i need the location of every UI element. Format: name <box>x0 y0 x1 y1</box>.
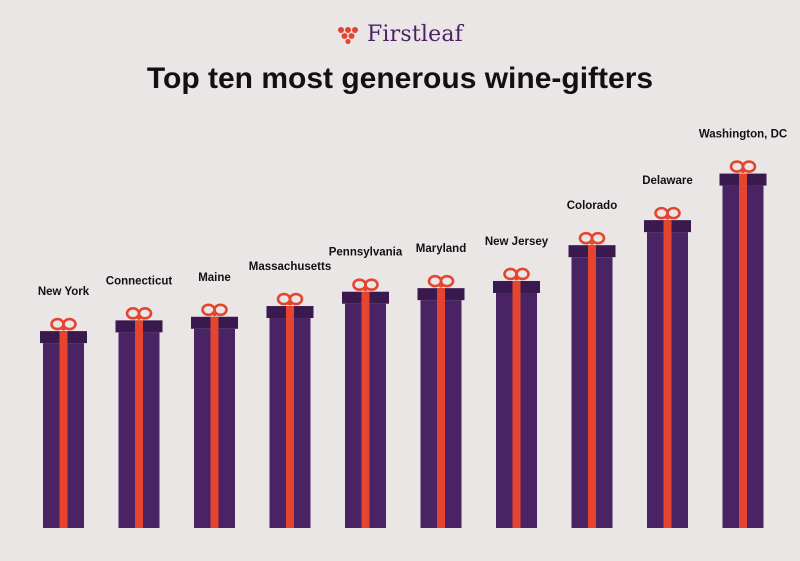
grape-cluster-icon <box>337 26 358 44</box>
category-label: Pennsylvania <box>329 247 403 259</box>
bow-loop-right <box>364 278 379 292</box>
ribbon-stripe <box>437 288 445 528</box>
gift-bar: Maryland <box>416 243 467 528</box>
gift-bar: Maine <box>191 272 238 528</box>
bow-loop-right <box>515 267 530 281</box>
bow-knot <box>136 314 142 320</box>
ribbon-stripe <box>59 331 68 528</box>
gift-bar: New Jersey <box>485 236 549 528</box>
category-label: Massachusetts <box>249 261 331 273</box>
bow-loop-right <box>590 231 606 245</box>
gift-bar: Pennsylvania <box>329 247 403 528</box>
bow-loop-right <box>439 274 455 288</box>
bow-loop-right <box>62 317 77 331</box>
category-label: New Jersey <box>485 236 549 248</box>
gift-bar: Delaware <box>642 175 693 528</box>
chart-title: Top ten most generous wine-gifters <box>146 62 654 95</box>
ribbon-stripe <box>739 173 747 528</box>
bow-knot <box>61 325 66 331</box>
gift-bar: Massachusetts <box>249 261 331 528</box>
ribbon-stripe <box>663 220 672 528</box>
category-label: New York <box>38 286 90 298</box>
bow-loop-right <box>666 206 681 220</box>
bow-loop-right <box>213 303 228 317</box>
category-label: Washington, DC <box>699 129 787 141</box>
ribbon-stripe <box>512 280 521 528</box>
brand-name: Firstleaf <box>366 22 464 47</box>
gift-bar: Connecticut <box>106 275 173 528</box>
bow-knot <box>212 311 217 317</box>
gift-bar: Colorado <box>567 200 617 528</box>
bow-loop-right <box>288 292 304 306</box>
bow-knot <box>665 214 670 220</box>
bow-knot <box>740 168 746 174</box>
category-label: Connecticut <box>106 275 173 287</box>
category-label: Maine <box>198 272 231 284</box>
category-label: Delaware <box>642 175 693 187</box>
ribbon-stripe <box>588 245 596 528</box>
ribbon-stripe <box>135 320 143 528</box>
bow-knot <box>438 282 444 288</box>
ribbon-stripe <box>210 316 219 528</box>
bow-loop-right <box>137 307 153 320</box>
category-label: Maryland <box>416 243 467 255</box>
bow-loop-right <box>741 160 757 173</box>
ribbon-stripe <box>361 291 370 528</box>
brand-header: Firstleaf <box>0 22 800 47</box>
gift-bar: Washington, DC <box>699 129 787 528</box>
bow-knot <box>589 239 595 245</box>
gift-bar: New York <box>38 286 90 528</box>
bow-knot <box>514 275 519 281</box>
category-label: Colorado <box>567 200 617 212</box>
ribbon-stripe <box>286 306 294 528</box>
bow-knot <box>287 300 293 306</box>
bow-knot <box>363 286 368 292</box>
